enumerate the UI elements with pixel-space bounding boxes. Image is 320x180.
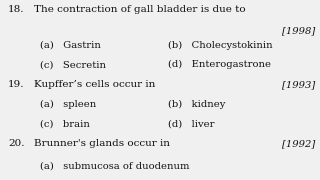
Text: Kupffer’s cells occur in: Kupffer’s cells occur in	[34, 80, 155, 89]
Text: The contraction of gall bladder is due to: The contraction of gall bladder is due t…	[34, 5, 245, 14]
Text: (d)   Enterogastrone: (d) Enterogastrone	[168, 60, 271, 69]
Text: [1992]: [1992]	[282, 140, 315, 148]
Text: (a)   spleen: (a) spleen	[40, 100, 96, 109]
Text: (b)   Cholecystokinin: (b) Cholecystokinin	[168, 40, 273, 50]
Text: Brunner's glands occur in: Brunner's glands occur in	[34, 140, 170, 148]
Text: (a)   submucosa of duodenum: (a) submucosa of duodenum	[40, 161, 189, 170]
Text: (c)   brain: (c) brain	[40, 120, 90, 129]
Text: 20.: 20.	[8, 140, 25, 148]
Text: (c)   Secretin: (c) Secretin	[40, 60, 106, 69]
Text: 18.: 18.	[8, 5, 25, 14]
Text: (b)   kidney: (b) kidney	[168, 100, 225, 109]
Text: [1998]: [1998]	[282, 26, 315, 35]
Text: [1993]: [1993]	[282, 80, 315, 89]
Text: (d)   liver: (d) liver	[168, 120, 214, 129]
Text: 19.: 19.	[8, 80, 25, 89]
Text: (a)   Gastrin: (a) Gastrin	[40, 40, 101, 50]
